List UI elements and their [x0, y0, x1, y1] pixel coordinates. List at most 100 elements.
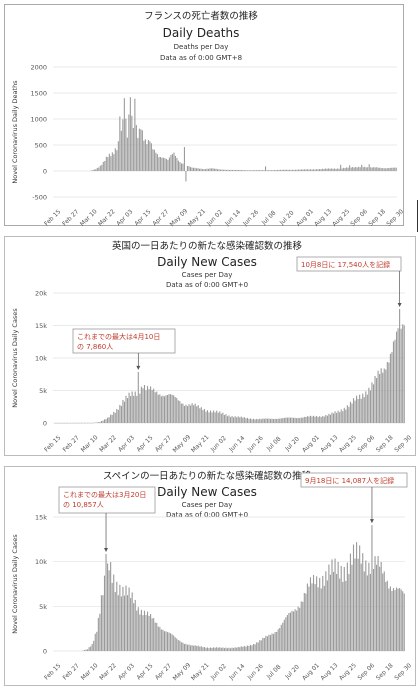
bar: [219, 647, 221, 651]
bar: [303, 416, 305, 423]
bar: [274, 170, 276, 171]
bar: [370, 167, 372, 171]
bar: [280, 624, 282, 651]
bar: [116, 150, 118, 171]
bar: [219, 411, 221, 423]
x-tick-label: Sep 06: [356, 662, 376, 682]
bar: [170, 394, 172, 423]
bar: [120, 405, 122, 423]
bar: [102, 595, 104, 651]
x-tick-label: Apr 03: [117, 662, 136, 681]
bar: [308, 416, 310, 423]
bar: [359, 394, 361, 423]
bar: [336, 573, 338, 651]
bar: [302, 417, 304, 423]
bar: [397, 588, 399, 651]
bar: [331, 168, 333, 171]
bar: [296, 418, 298, 423]
y-tick-label: 5k: [39, 387, 47, 395]
bar: [361, 164, 363, 171]
bar: [177, 400, 179, 423]
bar: [214, 412, 216, 423]
bar: [368, 387, 370, 423]
bar: [293, 611, 295, 651]
bar: [269, 418, 272, 423]
bar: [153, 149, 155, 171]
bar: [193, 645, 195, 651]
bar: [206, 647, 209, 651]
bar: [349, 165, 351, 171]
bar: [208, 412, 210, 423]
bar: [331, 412, 333, 423]
bar: [269, 635, 272, 651]
bar: [157, 626, 159, 651]
bar: [367, 167, 369, 171]
x-tick-label: Jun 26: [241, 209, 260, 228]
bar: [352, 398, 355, 423]
bar: [180, 403, 182, 423]
bar: [197, 168, 199, 171]
y-tick-label: -500: [32, 194, 47, 202]
bar: [338, 168, 340, 171]
chart-subtitle-line2: Data as of 0:00 GMT+8: [160, 54, 242, 62]
bar: [158, 157, 160, 171]
bar: [340, 164, 342, 171]
bar: [125, 395, 127, 423]
bar: [152, 149, 154, 171]
bar: [110, 156, 112, 171]
bar: [362, 167, 364, 171]
bar: [305, 169, 307, 171]
chart-jp-title: スペインの一日あたりの新たな感染確認数の推移: [103, 470, 312, 482]
bar: [146, 611, 149, 651]
bar: [353, 167, 355, 171]
bar: [168, 157, 170, 171]
bar: [291, 610, 293, 651]
y-tick-label: 0: [43, 420, 47, 428]
bar: [391, 590, 393, 651]
bar: [394, 167, 396, 171]
bar: [188, 404, 190, 423]
bar: [254, 419, 256, 423]
annotation-text: 10月8日に 17,540人を記録: [301, 260, 390, 269]
bar: [186, 644, 189, 651]
bar: [182, 163, 184, 171]
bar: [280, 169, 282, 171]
bar: [224, 169, 226, 171]
bar: [271, 418, 273, 423]
bar: [286, 169, 288, 171]
y-tick-label: 15k: [35, 322, 47, 330]
bar: [386, 168, 388, 171]
bar: [176, 638, 178, 651]
x-tick-label: Aug 01: [301, 662, 321, 682]
bar: [371, 525, 373, 651]
x-tick-label: May 21: [190, 662, 211, 683]
bar: [105, 419, 107, 423]
bar: [320, 417, 322, 423]
bar: [397, 328, 399, 423]
x-tick-label: Mar 22: [98, 434, 118, 454]
bar: [305, 417, 307, 423]
bar: [294, 417, 296, 423]
chart-title: Daily New Cases: [157, 255, 257, 269]
x-tick-label: Jul 08: [265, 435, 283, 453]
bar: [363, 397, 365, 423]
bar: [245, 646, 247, 651]
x-tick-label: Feb 27: [62, 662, 81, 681]
bar: [200, 168, 202, 171]
bar: [233, 417, 235, 423]
bar: [171, 154, 173, 171]
bar: [332, 571, 335, 651]
bar: [342, 411, 344, 423]
bar: [352, 544, 355, 651]
bar: [402, 324, 404, 423]
bar: [272, 170, 274, 171]
bar: [155, 152, 157, 171]
bar: [266, 636, 268, 651]
x-tick-label: Aug 13: [319, 662, 339, 682]
x-tick-label: Jul 20: [283, 663, 301, 681]
bar: [295, 169, 297, 171]
bar: [339, 412, 341, 423]
bar: [383, 168, 385, 171]
x-tick-label: Apr 03: [117, 434, 136, 453]
bar: [356, 542, 358, 651]
